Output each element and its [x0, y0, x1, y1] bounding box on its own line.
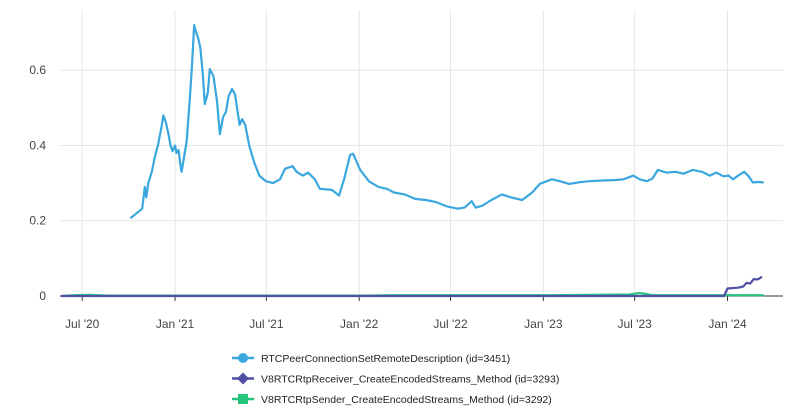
axes: 0 0.2 0.4 0.6 Jul '20 Jan '21 Jul '21 Jan '22 Ju…: [29, 63, 747, 331]
x-tick-label: Jan '21: [156, 317, 195, 331]
legend-square-marker: [238, 394, 248, 404]
legend: RTCPeerConnectionSetRemoteDescription (i…: [232, 353, 559, 406]
legend-item: RTCPeerConnectionSetRemoteDescription (i…: [232, 353, 510, 365]
x-tick-label: Jan '23: [524, 317, 563, 331]
grid: [60, 10, 783, 297]
x-tick-label: Jul '23: [618, 317, 653, 331]
x-tick-label: Jan '22: [340, 317, 379, 331]
y-tick-label: 0.2: [29, 214, 46, 228]
x-tick-label: Jul '21: [249, 317, 284, 331]
y-tick-label: 0.6: [29, 63, 46, 77]
legend-circle-marker: [238, 353, 248, 363]
x-tick-label: Jan '24: [708, 317, 747, 331]
legend-item: V8RTCRtpReceiver_CreateEncodedStreams_Me…: [232, 372, 559, 386]
y-tick-label: 0.4: [29, 138, 46, 152]
series-line-1: [60, 276, 763, 298]
legend-label: V8RTCRtpReceiver_CreateEncodedStreams_Me…: [261, 374, 559, 386]
x-tick-label: Jul '20: [65, 317, 100, 331]
x-tick-label: Jul '22: [433, 317, 468, 331]
legend-item: V8RTCRtpSender_CreateEncodedStreams_Meth…: [232, 394, 552, 406]
legend-label: V8RTCRtpSender_CreateEncodedStreams_Meth…: [261, 394, 552, 406]
series-line-0: [130, 24, 764, 219]
legend-label: RTCPeerConnectionSetRemoteDescription (i…: [261, 353, 510, 365]
series-lines: [60, 24, 764, 298]
legend-diamond-marker: [237, 372, 249, 385]
y-tick-label: 0: [39, 289, 46, 303]
